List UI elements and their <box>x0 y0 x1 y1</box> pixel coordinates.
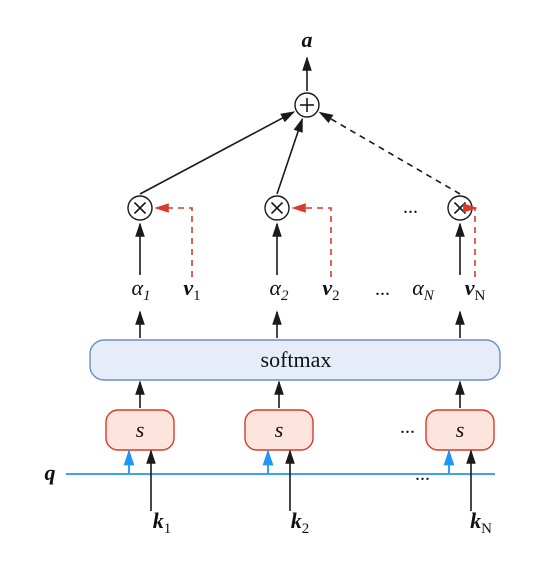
dots: ... <box>400 416 415 438</box>
dots: ... <box>415 463 430 485</box>
alpha-label: αN <box>412 275 435 304</box>
output-label-a: a <box>302 27 313 52</box>
arrow-v-to-mult <box>475 208 476 277</box>
arrow-v-to-mult <box>293 208 331 277</box>
k-label: k1 <box>153 508 172 537</box>
score-label: s <box>456 417 465 442</box>
softmax-label: softmax <box>261 347 332 372</box>
dots: ... <box>403 196 418 218</box>
v-label: v1 <box>183 275 200 304</box>
alpha-label: α1 <box>131 275 150 304</box>
v-label: v2 <box>322 275 339 304</box>
arrow-mult-to-sum <box>320 113 460 194</box>
v-label: vN <box>465 275 486 304</box>
q-label: q <box>45 460 56 485</box>
k-label: k2 <box>291 508 310 537</box>
alpha-label: α2 <box>269 275 289 304</box>
score-label: s <box>136 417 145 442</box>
score-label: s <box>275 417 284 442</box>
arrow-mult-to-sum <box>277 119 302 194</box>
arrow-mult-to-sum <box>140 112 294 194</box>
arrow-v-to-mult <box>156 208 192 277</box>
dots: ... <box>375 278 390 300</box>
k-label: kN <box>470 508 492 537</box>
